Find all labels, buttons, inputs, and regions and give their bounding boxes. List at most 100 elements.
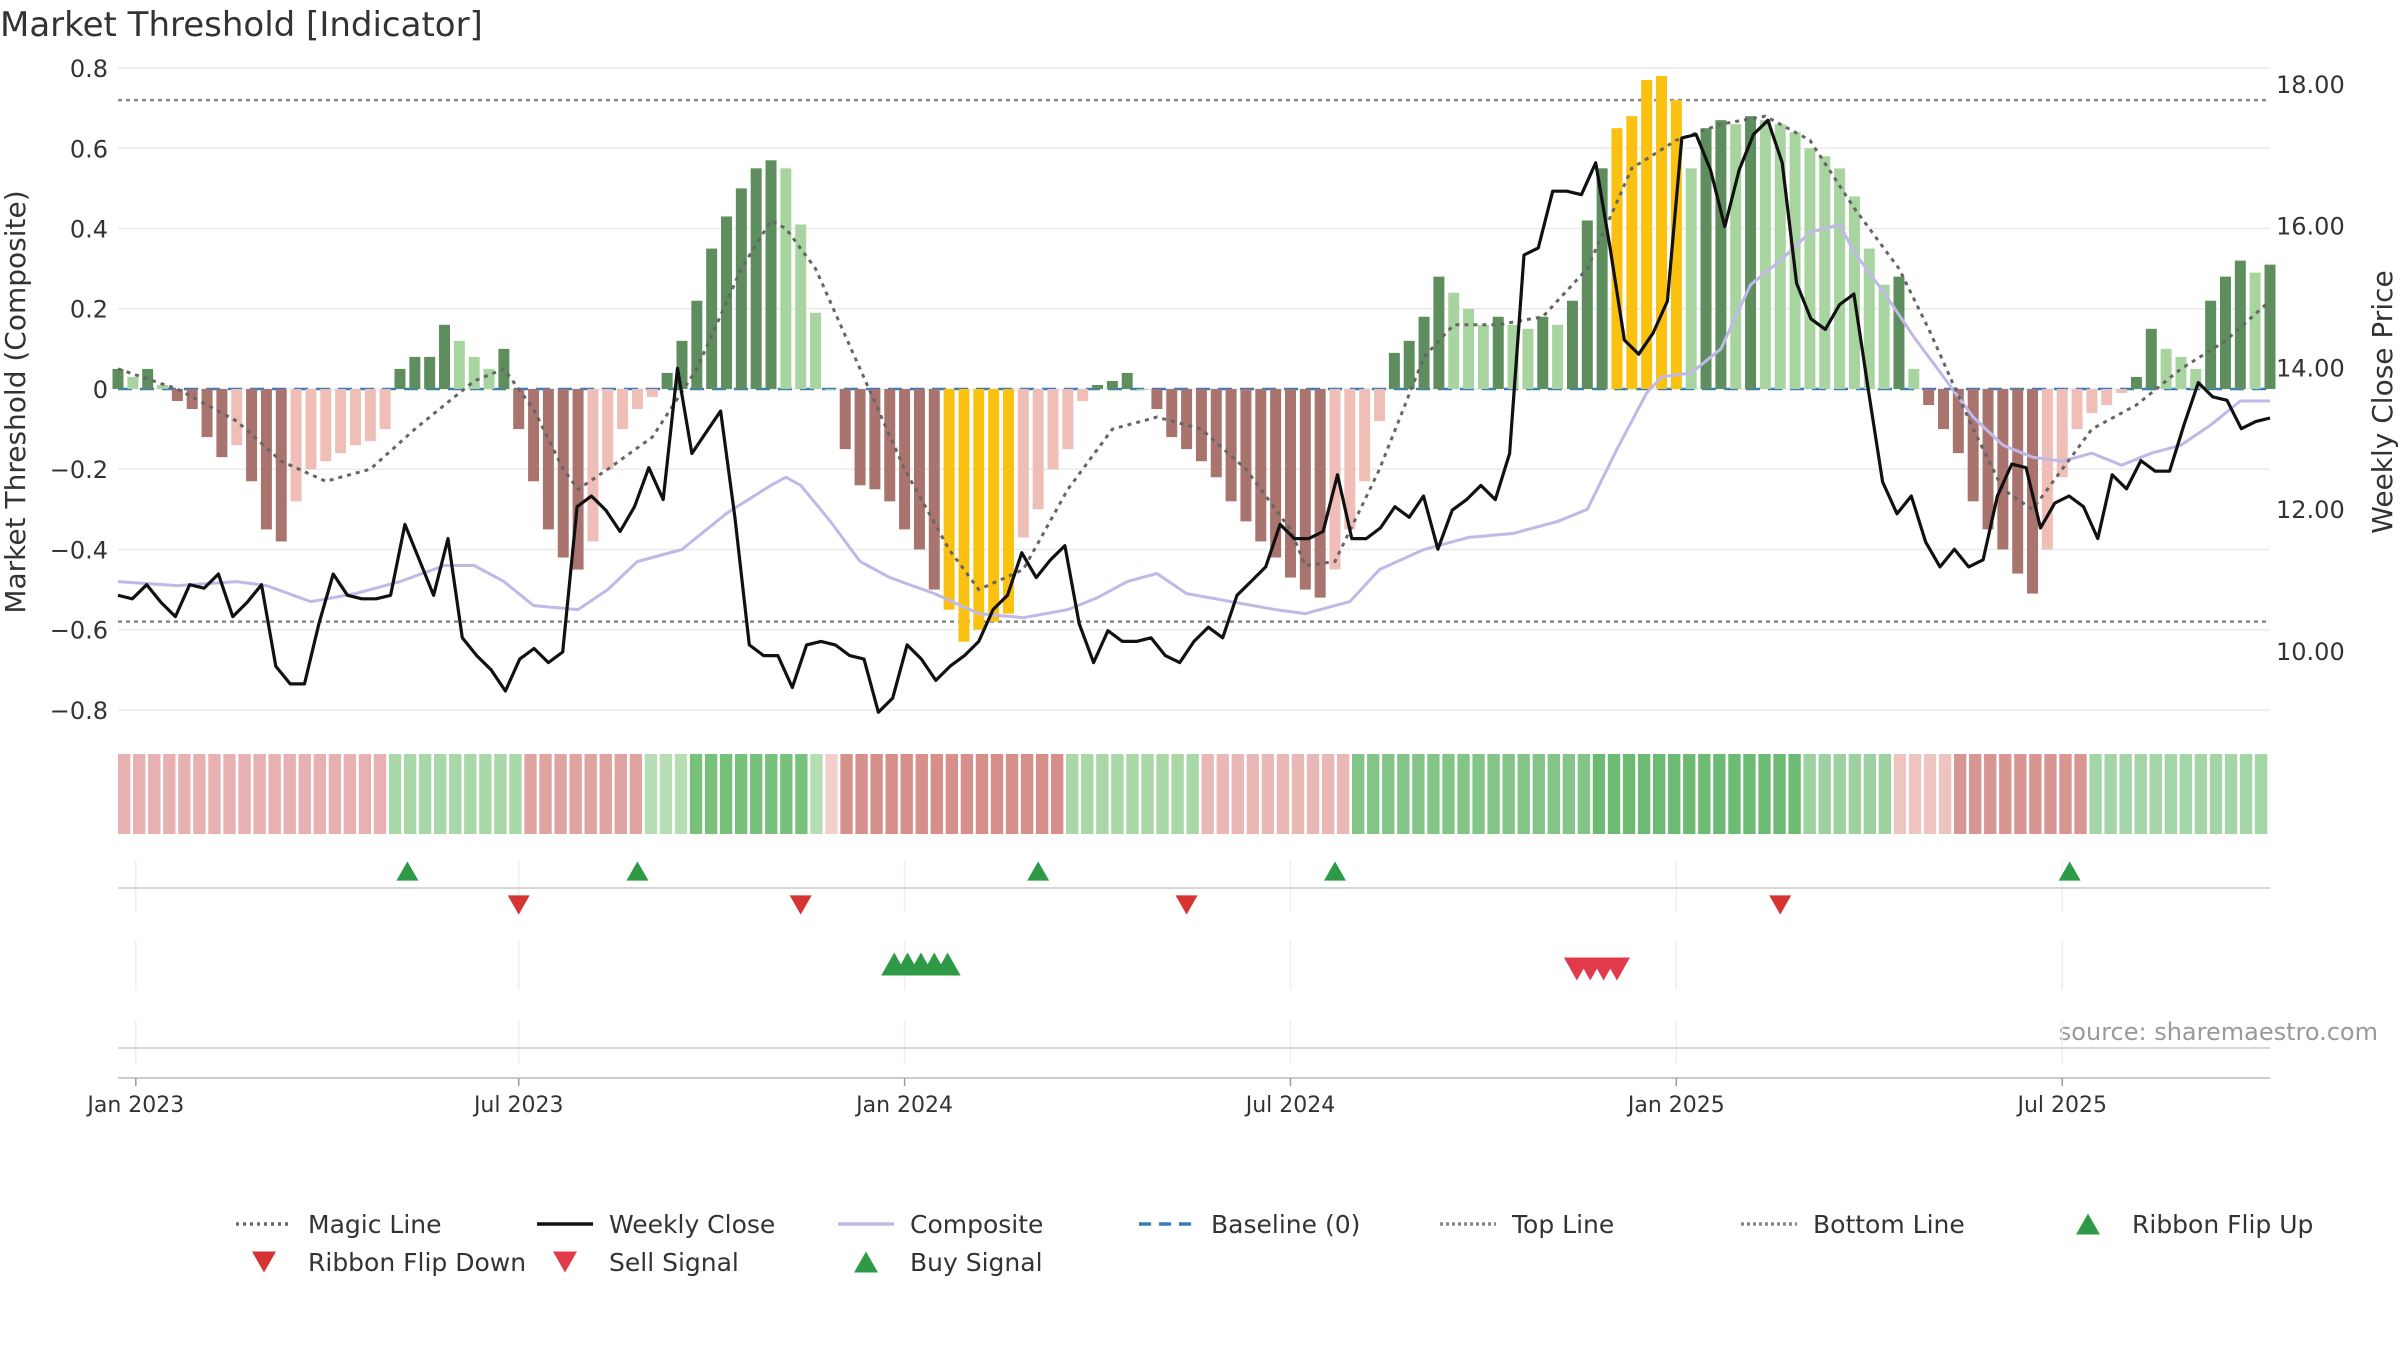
ribbon-cell [403,754,417,834]
ribbon-cell [1336,754,1350,834]
composite-bar [1047,388,1059,470]
ribbon-cell [870,754,883,834]
composite-bar [1522,328,1534,389]
ribbon-flip-up-marker [1323,861,1346,881]
ribbon-cell [1577,754,1591,834]
composite-bar [2160,348,2172,389]
ribbon-cell [1773,754,1786,834]
legend-label: Composite [910,1210,1043,1239]
composite-bar [1388,352,1400,389]
ribbon-cell [1066,754,1079,834]
ribbon-cell [238,754,251,834]
legend-swatch [2076,1213,2100,1235]
composite-bar [572,388,584,570]
ribbon-flip-down-marker [789,895,812,915]
ribbon-cell [1668,754,1681,834]
ribbon-cell [2209,754,2223,834]
ribbon-cell [2029,754,2042,834]
composite-bar [231,388,243,446]
ribbon-cell [1908,754,1922,834]
composite-bar [1121,372,1133,389]
y-tick-left: 0.4 [70,216,108,244]
composite-bar [2219,276,2231,389]
x-tick-label: Jul 2025 [2015,1093,2107,1118]
ribbon-cell [223,754,236,834]
ribbon-cell [208,754,221,834]
ribbon-cell [855,754,868,834]
y-tick-right: 16.00 [2276,213,2345,241]
ribbon-cell [2194,754,2208,834]
composite-bar [201,388,213,438]
composite-bar [260,388,272,530]
ribbon-cell [509,754,522,834]
y-tick-right: 18.00 [2276,71,2345,99]
ribbon-cell [539,754,552,834]
ribbon-cell [253,754,266,834]
ribbon-cell [1321,754,1335,834]
composite-bar [379,388,391,430]
composite-bar [913,388,925,550]
ribbon-cell [1788,754,1801,834]
ribbon-cell [900,754,913,834]
composite-bar [1403,340,1415,389]
ribbon-cell [1367,754,1380,834]
composite-bar [1937,388,1949,430]
composite-bar [186,388,198,410]
ribbon-cell [2224,754,2238,834]
composite-bar [1359,388,1371,482]
composite-bar [1463,308,1475,389]
composite-bar [988,388,1000,622]
ribbon-cell [373,754,387,834]
ribbon-cell [825,754,838,834]
ribbon-cell [328,754,342,834]
ribbon-cell [2164,754,2177,834]
composite-bar [2145,328,2157,389]
composite-bar [468,356,480,389]
composite-bar [1804,148,1816,389]
ribbon-cell [1833,754,1846,834]
y-tick-left: −0.6 [50,617,108,645]
legend-swatch [252,1251,276,1273]
ribbon-cell [1984,754,1997,834]
composite-bar [1181,388,1193,450]
legend-label: Buy Signal [910,1248,1043,1277]
y-tick-left: 0.8 [70,55,108,83]
composite-bar [735,188,747,389]
composite-bar [928,388,940,590]
ribbon-flip-down-marker [1175,895,1198,915]
ribbon-cell [554,754,567,834]
composite-bar [1507,324,1519,389]
ribbon-flip-up-marker [626,861,649,881]
ribbon-cell [1216,754,1229,834]
ribbon-cell [990,754,1004,834]
composite-bar [1819,156,1831,389]
composite-bar [1863,248,1875,389]
ribbon-cell [1637,754,1651,834]
ribbon-cell [1713,754,1726,834]
weekly-close-line [117,118,2271,714]
ribbon-cell [178,754,191,834]
composite-bar [1240,388,1252,522]
composite-bar [1952,388,1964,454]
ribbon-cell [1427,754,1440,834]
composite-bar [2116,388,2128,393]
legend-label: Ribbon Flip Up [2132,1210,2313,1239]
ribbon-cell [840,754,853,834]
composite-bar [394,368,406,389]
composite-bar [691,300,703,389]
ribbon-cell [1261,754,1275,834]
composite-bar [602,388,614,470]
composite-bar [1374,388,1386,422]
ribbon-cell [1397,754,1410,834]
ribbon-cell [1051,754,1064,834]
composite-bar [1106,380,1118,389]
ribbon-cell [1291,754,1305,834]
composite-bar [1982,388,1994,530]
ribbon-cell [569,754,582,834]
ribbon-cell [1652,754,1666,834]
composite-bar [246,388,258,482]
composite-bar [1552,324,1564,389]
y-tick-left: 0 [93,376,108,404]
ribbon-cell [1818,754,1831,834]
composite-bar [1774,124,1786,389]
